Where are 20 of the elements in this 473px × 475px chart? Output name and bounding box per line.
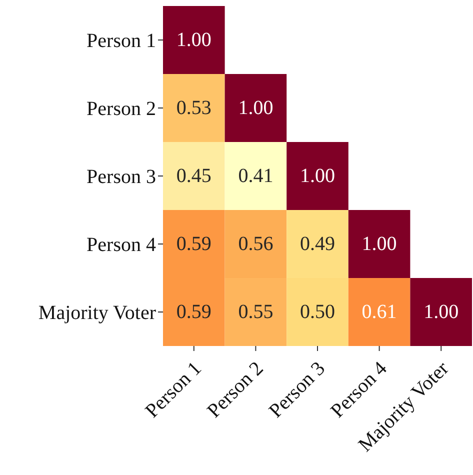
data-label: 0.53 — [176, 97, 212, 119]
y-tick-label: Person 1 — [86, 30, 156, 52]
data-label: 0.50 — [300, 301, 335, 323]
data-label: 0.61 — [362, 301, 397, 323]
data-label: 1.00 — [238, 97, 274, 119]
data-label: 0.59 — [176, 301, 212, 323]
y-tick-label: Majority Voter — [38, 302, 156, 324]
data-label: 0.45 — [176, 165, 212, 187]
data-label: 1.00 — [424, 301, 459, 323]
y-tick-label: Person 4 — [86, 234, 156, 256]
data-label: 0.41 — [238, 165, 274, 187]
data-label: 0.55 — [238, 301, 274, 323]
data-label: 1.00 — [362, 233, 397, 255]
data-label: 0.49 — [300, 233, 335, 255]
y-tick-label: Person 2 — [86, 98, 156, 120]
data-label: 1.00 — [176, 29, 212, 51]
data-label: 0.59 — [176, 233, 212, 255]
y-tick-label: Person 3 — [86, 166, 156, 188]
data-label: 1.00 — [300, 165, 335, 187]
data-label: 0.56 — [238, 233, 274, 255]
